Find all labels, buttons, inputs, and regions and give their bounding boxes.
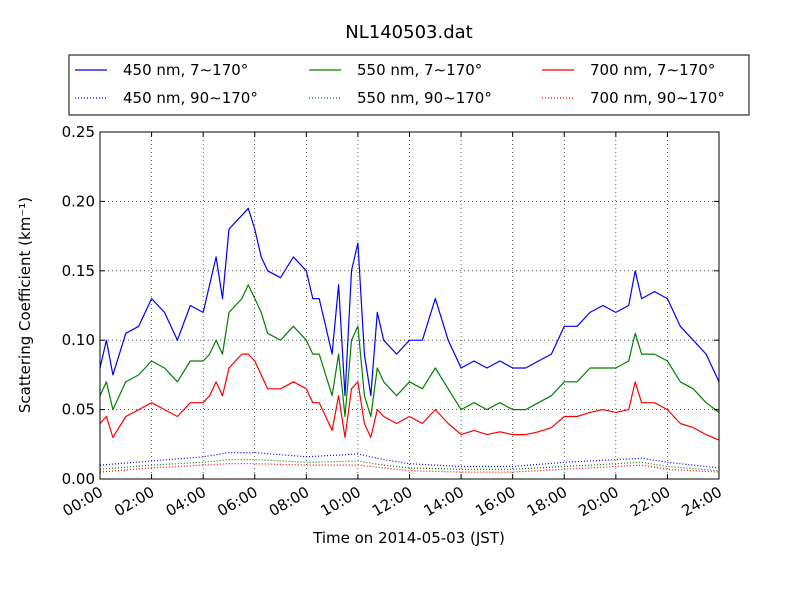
y-tick-label: 0.15 bbox=[62, 262, 95, 280]
legend-label-4: 700 nm, 7∼170° bbox=[590, 61, 715, 79]
legend-label-5: 700 nm, 90∼170° bbox=[590, 89, 725, 107]
x-tick-label: 10:00 bbox=[317, 483, 363, 520]
y-tick-label: 0.00 bbox=[62, 470, 95, 488]
y-tick-label: 0.05 bbox=[62, 401, 95, 419]
series-line-5 bbox=[99, 463, 720, 473]
chart-title: NL140503.dat bbox=[345, 22, 472, 43]
x-tick-label: 00:00 bbox=[60, 483, 106, 520]
legend-label-2: 550 nm, 7∼170° bbox=[357, 61, 482, 79]
plot-background bbox=[100, 132, 719, 479]
series-layer bbox=[99, 207, 720, 473]
x-tick-label: 24:00 bbox=[679, 483, 725, 520]
series-line-4 bbox=[99, 353, 720, 441]
legend-label-3: 550 nm, 90∼170° bbox=[357, 89, 492, 107]
legend-box bbox=[68, 54, 750, 116]
legend-label-0: 450 nm, 7∼170° bbox=[123, 61, 248, 79]
series-line-3 bbox=[99, 459, 720, 472]
x-tick-label: 06:00 bbox=[214, 483, 260, 520]
y-tick-label: 0.20 bbox=[62, 192, 95, 210]
x-tick-label: 22:00 bbox=[627, 483, 673, 520]
x-tick-label: 08:00 bbox=[266, 483, 312, 520]
y-axis-label: Scattering Coefficient (km⁻¹) bbox=[16, 197, 34, 413]
x-axis-label: Time on 2014-05-03 (JST) bbox=[312, 529, 505, 547]
plot-area: 00:00 02:00 04:00 06:00 08:00 10:00 12:00 14:00… bbox=[60, 123, 725, 520]
x-tick-label: 12:00 bbox=[369, 483, 415, 520]
legend-label-1: 450 nm, 90∼170° bbox=[123, 89, 258, 107]
x-tick-label: 18:00 bbox=[524, 483, 570, 520]
x-tick-label: 20:00 bbox=[575, 483, 621, 520]
x-tick-label: 02:00 bbox=[111, 483, 157, 520]
legend: 450 nm, 7∼170° 450 nm, 90∼170° 550 nm, 7∼1… bbox=[68, 54, 750, 116]
series-line-2 bbox=[99, 284, 720, 418]
y-tick-label: 0.10 bbox=[62, 331, 95, 349]
series-line-0 bbox=[99, 207, 720, 397]
x-tick-label: 16:00 bbox=[472, 483, 518, 520]
x-tick-label: 14:00 bbox=[421, 483, 467, 520]
x-tick-label: 04:00 bbox=[163, 483, 209, 520]
y-tick-label: 0.25 bbox=[62, 123, 95, 141]
